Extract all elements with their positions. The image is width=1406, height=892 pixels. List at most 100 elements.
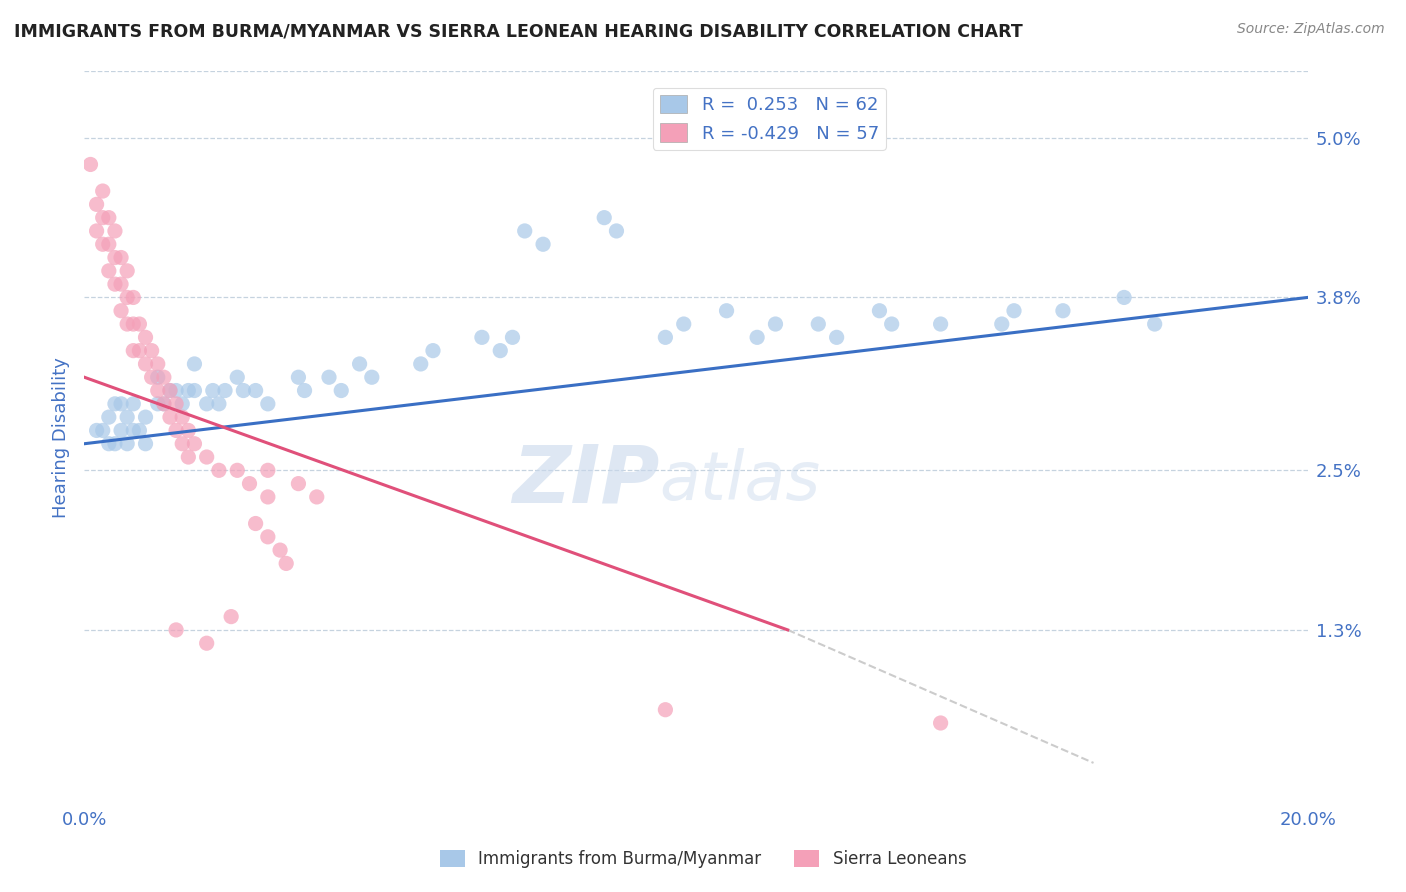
Point [86, 224, 108, 238]
Point [1114, 290, 1136, 304]
Point [422, 343, 444, 358]
Point [593, 211, 616, 225]
Point [86, 424, 108, 438]
Point [471, 330, 494, 344]
Point [360, 370, 382, 384]
Point [122, 317, 145, 331]
Point [489, 343, 512, 358]
Point [257, 463, 280, 477]
Point [110, 397, 132, 411]
Point [869, 303, 891, 318]
Point [276, 557, 298, 571]
Point [153, 370, 176, 384]
Point [208, 463, 231, 477]
Point [195, 636, 218, 650]
Point [104, 251, 127, 265]
Point [115, 264, 138, 278]
Point [86, 197, 108, 211]
Point [104, 397, 127, 411]
Point [929, 716, 952, 731]
Point [110, 424, 132, 438]
Point [257, 397, 280, 411]
Point [115, 317, 138, 331]
Text: atlas: atlas [659, 448, 820, 514]
Point [104, 224, 127, 238]
Point [128, 424, 150, 438]
Point [349, 357, 371, 371]
Point [825, 330, 848, 344]
Point [195, 397, 218, 411]
Point [747, 330, 769, 344]
Legend: Immigrants from Burma/Myanmar, Sierra Leoneans: Immigrants from Burma/Myanmar, Sierra Le… [433, 843, 973, 875]
Point [172, 436, 194, 450]
Point [97, 436, 120, 450]
Point [330, 384, 353, 398]
Point [208, 397, 231, 411]
Point [880, 317, 903, 331]
Point [135, 436, 157, 450]
Point [232, 384, 254, 398]
Point [159, 384, 181, 398]
Point [177, 424, 200, 438]
Point [214, 384, 236, 398]
Point [141, 343, 163, 358]
Point [716, 303, 738, 318]
Point [654, 703, 676, 717]
Text: IMMIGRANTS FROM BURMA/MYANMAR VS SIERRA LEONEAN HEARING DISABILITY CORRELATION C: IMMIGRANTS FROM BURMA/MYANMAR VS SIERRA … [14, 22, 1022, 40]
Point [318, 370, 340, 384]
Point [502, 330, 524, 344]
Point [165, 397, 187, 411]
Point [672, 317, 695, 331]
Point [91, 237, 114, 252]
Point [153, 397, 176, 411]
Point [177, 384, 200, 398]
Point [991, 317, 1014, 331]
Point [165, 384, 187, 398]
Point [122, 290, 145, 304]
Point [245, 516, 267, 531]
Legend: R =  0.253   N = 62, R = -0.429   N = 57: R = 0.253 N = 62, R = -0.429 N = 57 [652, 87, 886, 150]
Point [79, 157, 101, 171]
Point [183, 436, 205, 450]
Point [146, 370, 169, 384]
Point [605, 224, 627, 238]
Point [122, 424, 145, 438]
Text: Source: ZipAtlas.com: Source: ZipAtlas.com [1237, 22, 1385, 37]
Point [97, 264, 120, 278]
Point [1143, 317, 1166, 331]
Point [409, 357, 432, 371]
Point [104, 436, 127, 450]
Point [165, 424, 187, 438]
Point [135, 357, 157, 371]
Point [165, 623, 187, 637]
Point [257, 530, 280, 544]
Point [183, 384, 205, 398]
Point [135, 330, 157, 344]
Point [1052, 303, 1074, 318]
Point [135, 410, 157, 425]
Point [287, 370, 309, 384]
Point [97, 211, 120, 225]
Point [172, 410, 194, 425]
Point [238, 476, 260, 491]
Point [219, 609, 242, 624]
Point [245, 384, 267, 398]
Point [146, 357, 169, 371]
Point [104, 277, 127, 292]
Point [531, 237, 554, 252]
Point [115, 410, 138, 425]
Point [115, 436, 138, 450]
Point [513, 224, 536, 238]
Point [294, 384, 316, 398]
Point [122, 397, 145, 411]
Point [146, 397, 169, 411]
Point [141, 370, 163, 384]
Point [110, 251, 132, 265]
Point [201, 384, 224, 398]
Point [269, 543, 291, 558]
Point [91, 184, 114, 198]
Point [765, 317, 787, 331]
Point [226, 463, 249, 477]
Point [128, 317, 150, 331]
Point [153, 397, 176, 411]
